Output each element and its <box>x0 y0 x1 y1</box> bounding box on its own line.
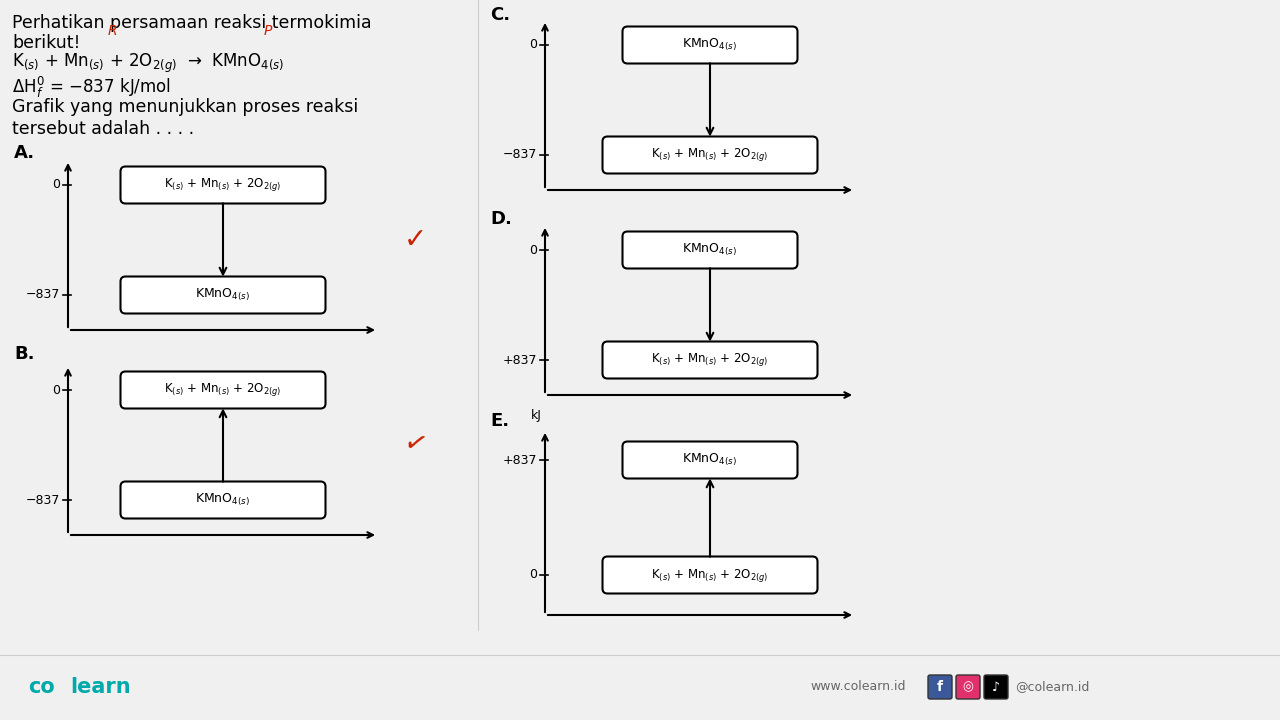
Text: 0: 0 <box>529 569 538 582</box>
FancyBboxPatch shape <box>622 232 797 269</box>
FancyBboxPatch shape <box>928 675 952 699</box>
Text: K$_{(s)}$ + Mn$_{(s)}$ + 2O$_{2(g)}$: K$_{(s)}$ + Mn$_{(s)}$ + 2O$_{2(g)}$ <box>164 382 282 398</box>
Text: 0: 0 <box>529 243 538 256</box>
Text: kJ: kJ <box>531 410 541 423</box>
Text: KMnO$_{4(s)}$: KMnO$_{4(s)}$ <box>682 37 737 53</box>
FancyBboxPatch shape <box>622 441 797 479</box>
FancyBboxPatch shape <box>603 341 818 379</box>
Text: B.: B. <box>14 345 35 363</box>
Text: KMnO$_{4(s)}$: KMnO$_{4(s)}$ <box>196 492 251 508</box>
Text: Grafik yang menunjukkan proses reaksi: Grafik yang menunjukkan proses reaksi <box>12 98 358 116</box>
Text: K$_{(s)}$ + Mn$_{(s)}$ + 2O$_{2(g)}$: K$_{(s)}$ + Mn$_{(s)}$ + 2O$_{2(g)}$ <box>652 146 769 163</box>
Text: +837: +837 <box>503 454 538 467</box>
Text: A.: A. <box>14 144 35 162</box>
Text: co: co <box>28 677 55 697</box>
Text: KMnO$_{4(s)}$: KMnO$_{4(s)}$ <box>196 287 251 303</box>
Text: ✓: ✓ <box>401 428 430 462</box>
Text: @colearn.id: @colearn.id <box>1015 680 1089 693</box>
Text: R: R <box>108 24 116 38</box>
Text: K$_{(s)}$ + Mn$_{(s)}$ + 2O$_{2(g)}$: K$_{(s)}$ + Mn$_{(s)}$ + 2O$_{2(g)}$ <box>652 351 769 369</box>
Text: K$_{(s)}$ + Mn$_{(s)}$ + 2O$_{2(g)}$: K$_{(s)}$ + Mn$_{(s)}$ + 2O$_{2(g)}$ <box>652 567 769 583</box>
FancyBboxPatch shape <box>984 675 1009 699</box>
FancyBboxPatch shape <box>622 27 797 63</box>
Text: K$_{(s)}$ + Mn$_{(s)}$ + 2O$_{2(g)}$: K$_{(s)}$ + Mn$_{(s)}$ + 2O$_{2(g)}$ <box>164 176 282 194</box>
Text: 0: 0 <box>52 179 60 192</box>
Text: KMnO$_{4(s)}$: KMnO$_{4(s)}$ <box>682 452 737 468</box>
Text: ♪: ♪ <box>992 680 1000 693</box>
FancyBboxPatch shape <box>603 137 818 174</box>
Text: ◎: ◎ <box>963 680 973 693</box>
Text: learn: learn <box>70 677 131 697</box>
Text: P: P <box>264 24 273 38</box>
Text: 0: 0 <box>529 38 538 52</box>
Text: −837: −837 <box>26 493 60 506</box>
FancyBboxPatch shape <box>120 276 325 313</box>
Text: C.: C. <box>490 6 511 24</box>
Text: +837: +837 <box>503 354 538 366</box>
Text: Perhatikan persamaan reaksi termokimia: Perhatikan persamaan reaksi termokimia <box>12 14 371 32</box>
Text: E.: E. <box>490 412 509 430</box>
FancyBboxPatch shape <box>956 675 980 699</box>
FancyBboxPatch shape <box>603 557 818 593</box>
Text: f: f <box>937 680 943 694</box>
Text: tersebut adalah . . . .: tersebut adalah . . . . <box>12 120 195 138</box>
Text: −837: −837 <box>503 148 538 161</box>
Text: KMnO$_{4(s)}$: KMnO$_{4(s)}$ <box>682 242 737 258</box>
FancyBboxPatch shape <box>120 372 325 408</box>
Text: ✓: ✓ <box>403 226 426 254</box>
Text: $\Delta$H$_f^0$ = $-$837 kJ/mol: $\Delta$H$_f^0$ = $-$837 kJ/mol <box>12 75 172 100</box>
FancyBboxPatch shape <box>120 482 325 518</box>
Text: berikut!: berikut! <box>12 34 81 52</box>
Text: D.: D. <box>490 210 512 228</box>
FancyBboxPatch shape <box>120 166 325 204</box>
Text: www.colearn.id: www.colearn.id <box>810 680 905 693</box>
Text: −837: −837 <box>26 289 60 302</box>
Text: 0: 0 <box>52 384 60 397</box>
Text: K$_{(s)}$ + Mn$_{(s)}$ + 2O$_{2(g)}$  →  KMnO$_{4(s)}$: K$_{(s)}$ + Mn$_{(s)}$ + 2O$_{2(g)}$ → K… <box>12 52 284 75</box>
